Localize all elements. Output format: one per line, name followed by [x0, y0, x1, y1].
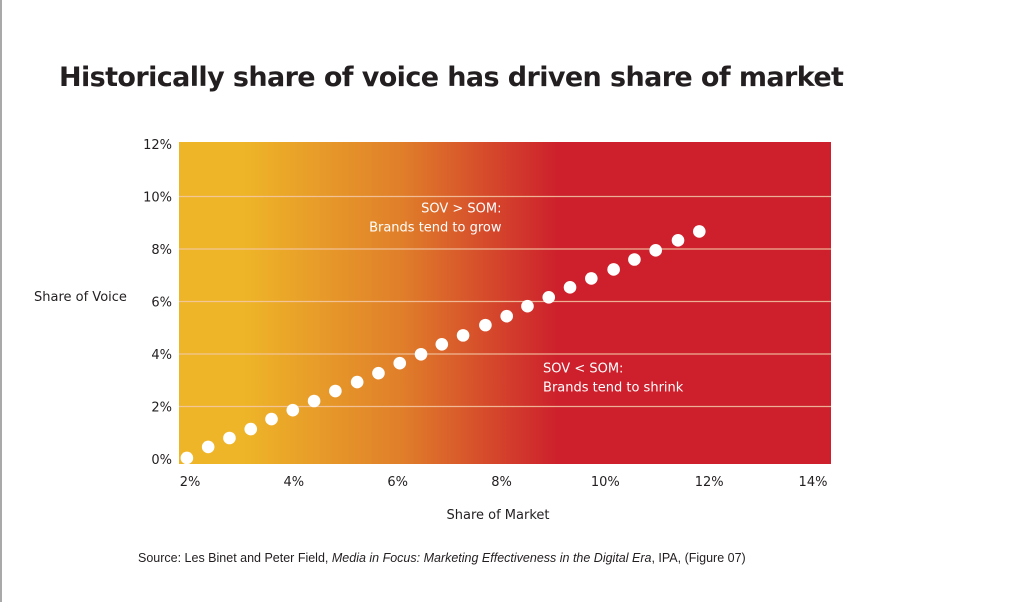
- data-point: [521, 299, 534, 313]
- data-point: [329, 384, 342, 398]
- left-border-rule: [0, 0, 2, 602]
- data-point: [307, 394, 321, 408]
- x-axis-ticks: 2% 4% 6% 8% 10% 12% 14%: [180, 475, 828, 490]
- data-point: [350, 375, 364, 389]
- data-point: [286, 403, 300, 417]
- y-tick-label: 6%: [151, 296, 172, 311]
- data-point: [563, 281, 577, 294]
- annotation-line: SOV > SOM:: [421, 201, 501, 216]
- data-point: [223, 431, 236, 445]
- chart-title: Historically share of voice has driven s…: [59, 62, 844, 93]
- data-point: [649, 244, 662, 257]
- data-point: [500, 309, 513, 323]
- data-points: [180, 225, 706, 465]
- x-tick-label: 4%: [284, 475, 305, 490]
- data-point: [671, 234, 685, 247]
- data-point: [607, 263, 620, 276]
- data-point: [542, 291, 556, 304]
- y-axis-label: Share of Voice: [34, 290, 127, 305]
- y-tick-label: 2%: [151, 401, 172, 416]
- y-tick-label: 10%: [143, 191, 172, 206]
- data-point: [479, 318, 492, 332]
- x-tick-label: 12%: [695, 475, 724, 490]
- annotations: SOV > SOM: Brands tend to grow SOV < SOM: B…: [369, 201, 684, 395]
- annotation-line: SOV < SOM:: [543, 361, 623, 376]
- y-tick-label: 0%: [151, 453, 172, 468]
- source-suffix: , IPA, (Figure 07): [651, 551, 746, 565]
- data-point: [628, 253, 641, 266]
- y-tick-label: 8%: [151, 243, 172, 258]
- data-point: [180, 451, 194, 465]
- annotation-grow: SOV > SOM: Brands tend to grow: [369, 201, 502, 235]
- y-tick-label: 12%: [143, 138, 172, 153]
- y-axis-ticks: 0% 2% 4% 6% 8% 10% 12%: [143, 138, 172, 468]
- x-tick-label: 8%: [491, 475, 512, 490]
- source-title: Media in Focus: Marketing Effectiveness …: [331, 551, 652, 565]
- source-prefix: Source: Les Binet and Peter Field,: [138, 551, 332, 565]
- data-point: [265, 412, 278, 426]
- data-point: [393, 356, 407, 370]
- data-point: [244, 422, 258, 436]
- y-tick-label: 4%: [151, 348, 172, 363]
- x-tick-label: 2%: [180, 475, 201, 490]
- data-point: [414, 347, 428, 361]
- data-point: [585, 272, 598, 285]
- annotation-line: Brands tend to grow: [369, 220, 502, 235]
- data-point: [693, 225, 706, 238]
- x-tick-label: 10%: [591, 475, 620, 490]
- data-point: [435, 337, 449, 351]
- annotation-line: Brands tend to shrink: [543, 380, 684, 395]
- x-tick-label: 6%: [387, 475, 408, 490]
- data-point: [372, 366, 385, 380]
- gridlines: [179, 195, 831, 408]
- data-point: [456, 329, 470, 342]
- data-point: [201, 440, 215, 454]
- annotation-shrink: SOV < SOM: Brands tend to shrink: [543, 361, 684, 395]
- x-axis-label: Share of Market: [447, 508, 550, 523]
- x-tick-label: 14%: [799, 475, 828, 490]
- source-citation: Source: Les Binet and Peter Field, Media…: [138, 551, 746, 565]
